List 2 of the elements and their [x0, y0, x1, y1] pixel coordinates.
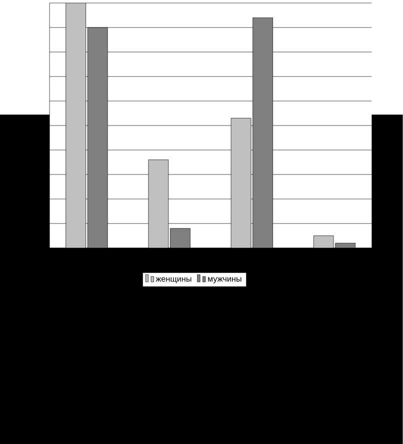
legend-label: мужчины	[208, 277, 242, 284]
legend-label: женщины	[156, 277, 192, 284]
